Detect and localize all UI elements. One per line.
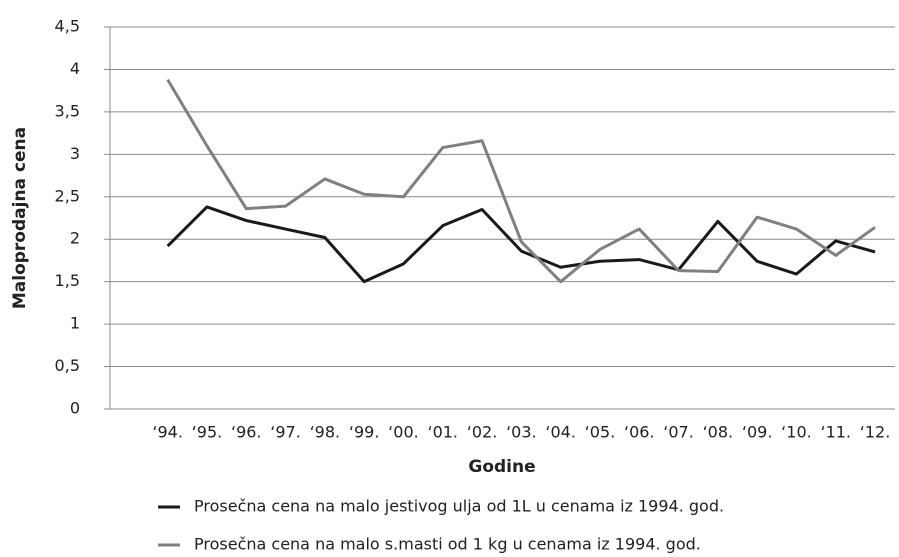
y-tick-label: 2,5 xyxy=(55,186,80,205)
x-tick-label: ‘98. xyxy=(310,423,341,442)
x-axis-label: Godine xyxy=(468,457,535,477)
x-tick-label: ‘09. xyxy=(742,423,773,442)
x-tick-label: ‘03. xyxy=(506,423,537,442)
y-tick-label: 2 xyxy=(70,229,80,248)
y-axis-label: Maloprodajna cena xyxy=(10,127,30,309)
y-tick-label: 0 xyxy=(70,399,80,418)
y-tick-label: 0,5 xyxy=(55,356,80,375)
legend-label: Prosečna cena na malo jestivog ulja od 1… xyxy=(194,497,724,516)
x-tick-label: ‘10. xyxy=(781,423,812,442)
x-tick-label: ‘01. xyxy=(427,423,458,442)
x-tick-label: ‘07. xyxy=(663,423,694,442)
x-tick-label: ‘99. xyxy=(349,423,380,442)
x-tick-label: ‘97. xyxy=(270,423,301,442)
x-tick-label: ‘95. xyxy=(192,423,223,442)
line-series xyxy=(166,205,876,284)
y-tick-label: 1 xyxy=(70,314,80,333)
legend-label: Prosečna cena na malo s.masti od 1 kg u … xyxy=(194,535,701,554)
y-tick-label: 3,5 xyxy=(55,101,80,120)
x-tick-label: ‘12. xyxy=(860,423,891,442)
line-series xyxy=(166,78,876,284)
x-tick-label: ‘05. xyxy=(585,423,616,442)
x-tick-label: ‘96. xyxy=(231,423,262,442)
x-tick-label: ‘11. xyxy=(820,423,851,442)
y-tick-label: 1,5 xyxy=(55,271,80,290)
x-tick-label: ‘04. xyxy=(545,423,576,442)
x-tick-label: ‘00. xyxy=(388,423,419,442)
x-tick-label: ‘06. xyxy=(624,423,655,442)
x-tick-label: ‘08. xyxy=(703,423,734,442)
y-tick-label: 4 xyxy=(70,59,80,78)
x-tick-label: ‘02. xyxy=(467,423,498,442)
y-tick-label: 4,5 xyxy=(55,17,80,36)
y-tick-label: 3 xyxy=(70,144,80,163)
x-tick-label: ‘94. xyxy=(152,423,183,442)
